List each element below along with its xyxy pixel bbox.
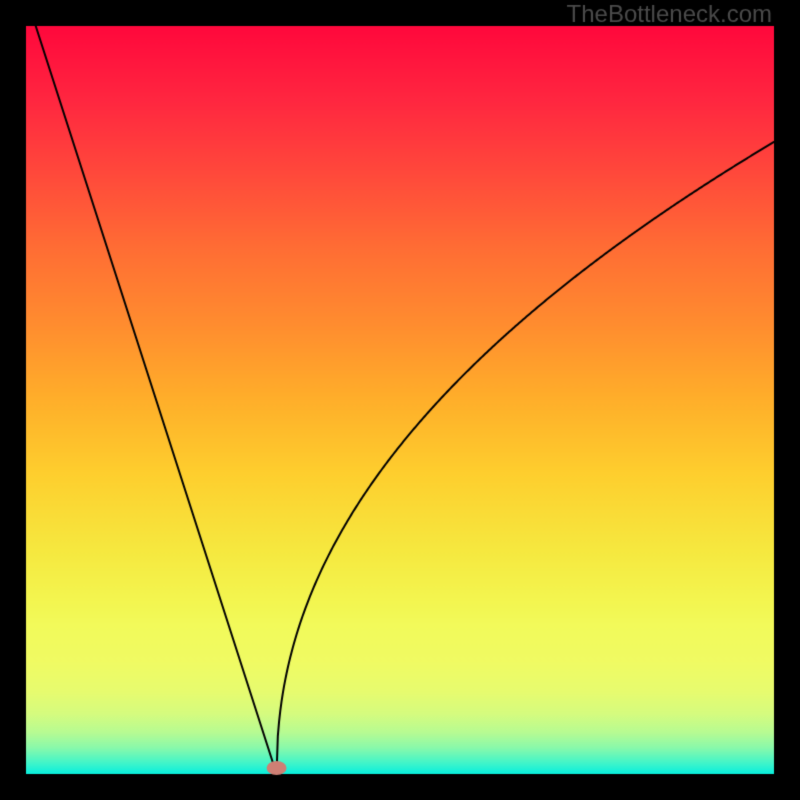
bottleneck-chart	[0, 0, 800, 800]
